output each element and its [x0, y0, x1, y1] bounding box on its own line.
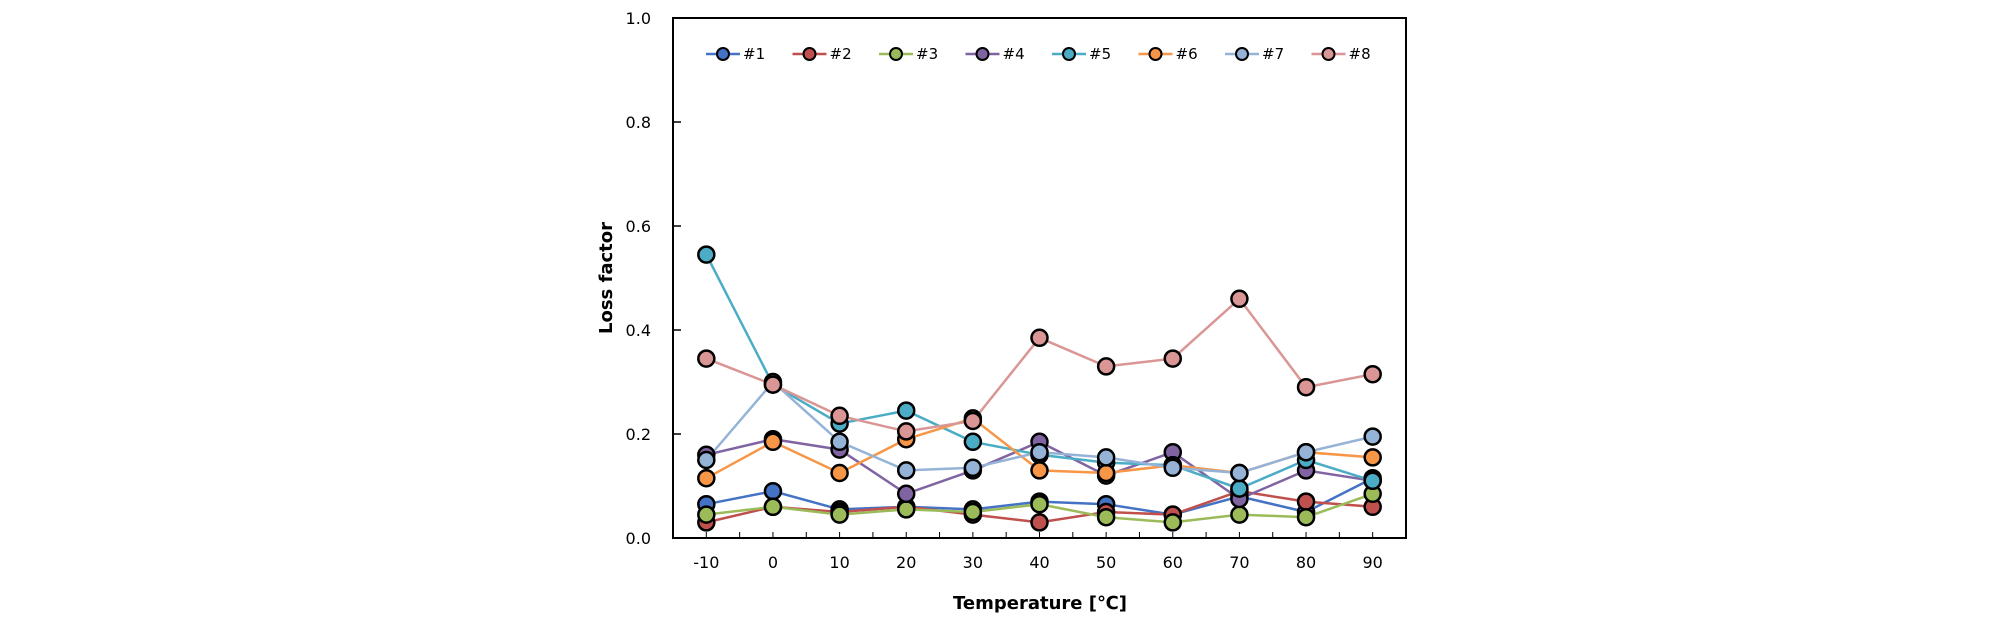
y-tick-label: 0.8 — [626, 113, 651, 132]
series-3-point — [697, 505, 716, 524]
series-7-point — [1163, 458, 1183, 478]
series-6-point — [1363, 448, 1382, 467]
x-tick-label: 60 — [1163, 553, 1183, 572]
y-tick-label: 0.2 — [626, 425, 651, 444]
x-tick-label: -10 — [693, 553, 719, 572]
x-tick-label: 70 — [1229, 553, 1249, 572]
legend-label-2: #2 — [830, 45, 852, 63]
legend-marker-3 — [889, 47, 903, 61]
legend-label-8: #8 — [1349, 45, 1371, 63]
x-tick-label: 40 — [1029, 553, 1049, 572]
series-3-point — [763, 497, 783, 517]
series-3-point — [896, 500, 916, 519]
legend-marker-7 — [1235, 47, 1249, 61]
y-tick-label: 0.6 — [626, 217, 651, 236]
series-3-point — [1096, 507, 1116, 527]
series-6-point — [763, 432, 783, 452]
series-7-point — [1296, 442, 1316, 462]
series-8-point — [1296, 377, 1316, 397]
series-8-point — [763, 375, 783, 394]
legend-marker-5 — [1062, 47, 1076, 61]
series-5-point — [896, 401, 916, 420]
x-tick-label: 0 — [768, 553, 778, 572]
series-1-point — [763, 481, 783, 501]
legend-label-6: #6 — [1176, 45, 1198, 63]
legend-marker-1 — [716, 47, 730, 61]
series-5-point — [1363, 471, 1382, 491]
series-8-point — [1096, 357, 1116, 376]
series-7-point — [896, 461, 916, 480]
series-5-point — [697, 245, 716, 264]
series-7-point — [1096, 448, 1116, 467]
series-6-point — [1096, 463, 1116, 483]
series-8-point — [697, 349, 716, 368]
series-8-point — [1030, 328, 1049, 348]
x-tick-label: 20 — [896, 553, 916, 572]
series-8-point — [1163, 349, 1183, 368]
series-7-point — [1363, 427, 1382, 446]
series-3-point — [1296, 507, 1316, 527]
legend-label-1: #1 — [743, 45, 765, 63]
series-3-point — [1030, 494, 1049, 514]
legend-marker-4 — [975, 47, 990, 61]
series-3-point — [1230, 505, 1249, 524]
series-3-point — [830, 505, 849, 524]
legend-label-5: #5 — [1089, 45, 1111, 63]
x-tick-label: 30 — [963, 553, 983, 572]
legend-marker-8 — [1321, 47, 1336, 61]
y-tick-label: 0.4 — [626, 321, 651, 340]
series-8-point — [963, 411, 983, 431]
x-axis-title: Temperature [℃] — [953, 593, 1127, 614]
legend-label-7: #7 — [1262, 45, 1284, 63]
series-5-point — [963, 432, 983, 452]
y-tick-label: 0.0 — [626, 529, 651, 548]
x-tick-label: 10 — [829, 553, 849, 572]
series-7-point — [697, 450, 716, 470]
series-7-point — [963, 458, 983, 478]
series-8-point — [1363, 364, 1382, 384]
series-5-point — [1230, 479, 1249, 498]
x-tick-label: 80 — [1296, 553, 1316, 572]
legend-label-4: #4 — [1003, 45, 1025, 63]
y-tick-label: 1.0 — [626, 9, 651, 28]
series-8-point — [1230, 289, 1249, 309]
series-4-point — [896, 484, 916, 504]
series-6-point — [1030, 461, 1049, 480]
legend-marker-6 — [1148, 47, 1163, 61]
legend-label-3: #3 — [916, 45, 938, 63]
series-8-point — [896, 422, 916, 441]
legend-marker-2 — [802, 47, 817, 61]
series-2-point — [1296, 492, 1316, 511]
series-8-point — [830, 406, 849, 426]
y-axis-title: Loss factor — [596, 222, 617, 334]
x-tick-label: 90 — [1363, 553, 1383, 572]
series-3-point — [1163, 513, 1183, 532]
series-3-point — [963, 502, 983, 522]
series-7-point — [830, 432, 849, 452]
series-7-point — [1030, 442, 1049, 462]
series-2-point — [1030, 513, 1049, 532]
series-7-point — [1230, 463, 1249, 483]
x-tick-label: 50 — [1096, 553, 1116, 572]
series-6-point — [697, 468, 716, 488]
series-6-point — [830, 463, 849, 483]
